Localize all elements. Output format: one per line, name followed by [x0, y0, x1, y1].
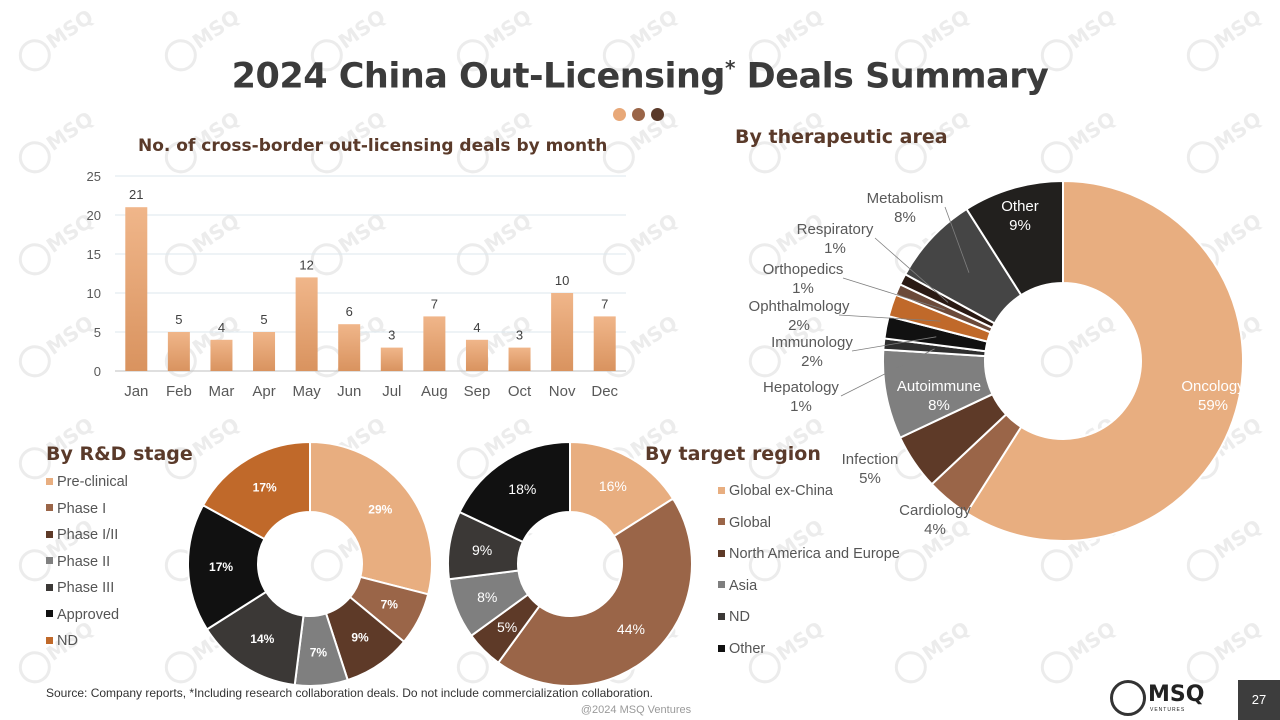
x-tick-label: May — [292, 383, 321, 400]
y-tick-label: 10 — [87, 286, 101, 301]
x-tick-label: Jan — [124, 383, 148, 400]
title-dot — [632, 108, 645, 121]
logo-subtext: VENTURES — [1150, 707, 1186, 713]
x-tick-label: Mar — [209, 383, 235, 400]
legend-label: Asia — [729, 577, 758, 594]
legend-item: ND — [718, 609, 750, 625]
legend-item: Phase III — [46, 580, 114, 596]
legend-item: Asia — [718, 578, 757, 594]
rd-stage-chart-title: By R&D stage — [46, 443, 193, 465]
bar — [210, 339, 233, 371]
bar — [551, 293, 574, 371]
legend-swatch — [718, 613, 725, 621]
logo-text: MSQ — [1148, 682, 1205, 707]
legend-swatch — [46, 530, 53, 538]
bar — [593, 316, 616, 371]
legend-item: Global — [718, 515, 771, 531]
title-dot — [613, 108, 626, 121]
bar — [423, 316, 446, 371]
legend-swatch — [46, 504, 53, 512]
bar-value-label: 3 — [516, 328, 523, 343]
y-tick-label: 0 — [94, 364, 101, 379]
bar — [295, 277, 318, 371]
y-tick-label: 15 — [87, 247, 101, 262]
x-tick-label: Jun — [337, 383, 361, 400]
legend-item: North America and Europe — [718, 546, 900, 562]
legend-label: Global ex-China — [729, 483, 833, 499]
bar-value-label: 7 — [601, 296, 608, 311]
x-tick-label: Apr — [252, 383, 275, 400]
legend-label: North America and Europe — [729, 546, 900, 563]
bar — [167, 332, 190, 371]
legend-item: Other — [718, 641, 765, 657]
x-tick-label: Dec — [591, 383, 618, 400]
legend-item: Phase I — [46, 501, 106, 517]
x-tick-label: Sep — [464, 383, 491, 400]
bar-value-label: 12 — [299, 257, 313, 272]
page-title: 2024 China Out-Licensing* Deals Summary — [231, 56, 1049, 97]
page-number: 27 — [1238, 680, 1280, 720]
legend-label: Pre-clinical — [57, 474, 128, 490]
legend-label: Approved — [57, 606, 120, 623]
legend-label: Phase I/II — [57, 527, 119, 543]
bar — [253, 332, 276, 371]
bar-value-label: 3 — [388, 328, 395, 343]
region-chart-title: By target region — [645, 443, 821, 465]
bar-chart-title: No. of cross-border out-licensing deals … — [138, 136, 608, 156]
legend-swatch — [46, 610, 53, 618]
msq-logo: MSQ VENTURES — [1110, 680, 1215, 716]
x-tick-label: Nov — [549, 383, 576, 400]
therapeutic-chart-title: By therapeutic area — [735, 126, 948, 148]
legend-swatch — [46, 636, 53, 644]
bar — [508, 347, 531, 371]
x-tick-label: Aug — [421, 383, 448, 400]
source-note: Source: Company reports, *Including rese… — [46, 686, 653, 700]
legend-item: Phase II — [46, 554, 110, 570]
x-tick-label: Oct — [508, 383, 532, 400]
legend-label: Phase I — [57, 500, 107, 517]
bar — [125, 207, 148, 371]
logo-mark-icon — [1110, 680, 1146, 716]
bar — [338, 324, 361, 371]
legend-item: Global ex-China — [718, 483, 833, 499]
y-tick-label: 20 — [87, 208, 101, 223]
bar-value-label: 7 — [431, 296, 438, 311]
legend-item: Pre-clinical — [46, 474, 128, 490]
x-tick-label: Jul — [382, 383, 401, 400]
copyright: @2024 MSQ Ventures — [580, 704, 692, 716]
legend-label: ND — [729, 609, 750, 626]
legend-item: Approved — [46, 607, 119, 623]
legend-swatch — [718, 549, 725, 557]
legend-swatch — [718, 581, 725, 589]
legend-swatch — [46, 477, 53, 485]
bar-value-label: 5 — [260, 312, 267, 327]
legend-label: ND — [57, 633, 78, 649]
legend-label: Phase III — [57, 580, 115, 596]
legend-label: Global — [729, 514, 771, 531]
legend-swatch — [718, 644, 725, 652]
bar-value-label: 21 — [129, 187, 143, 202]
bar — [380, 347, 403, 371]
y-tick-label: 5 — [94, 325, 101, 340]
legend-label: Phase II — [57, 553, 111, 570]
bar-value-label: 4 — [218, 320, 225, 335]
title-dots — [613, 108, 670, 126]
bar-value-label: 4 — [473, 320, 480, 335]
legend-swatch — [46, 583, 53, 591]
legend-swatch — [46, 557, 53, 565]
legend-item: ND — [46, 633, 78, 649]
bar — [465, 339, 488, 371]
title-dot — [651, 108, 664, 121]
legend-item: Phase I/II — [46, 527, 118, 543]
y-tick-label: 25 — [87, 169, 101, 184]
legend-swatch — [718, 518, 725, 526]
bar-value-label: 10 — [555, 273, 569, 288]
legend-swatch — [718, 486, 725, 494]
legend-label: Other — [729, 641, 766, 657]
x-tick-label: Feb — [166, 383, 192, 400]
bar-value-label: 5 — [175, 312, 182, 327]
bar-value-label: 6 — [346, 304, 353, 319]
